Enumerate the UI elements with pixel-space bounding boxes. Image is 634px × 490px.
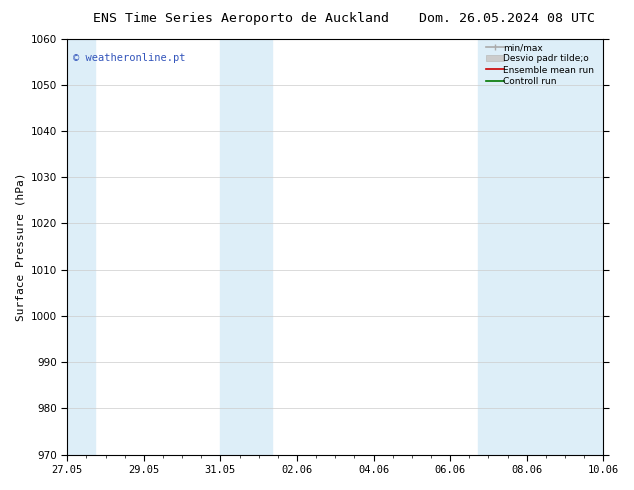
- Text: Dom. 26.05.2024 08 UTC: Dom. 26.05.2024 08 UTC: [419, 12, 595, 25]
- Text: © weatheronline.pt: © weatheronline.pt: [72, 53, 185, 63]
- Bar: [478, 39, 604, 455]
- Bar: [221, 39, 272, 455]
- Text: ENS Time Series Aeroporto de Auckland: ENS Time Series Aeroporto de Auckland: [93, 12, 389, 25]
- Y-axis label: Surface Pressure (hPa): Surface Pressure (hPa): [15, 172, 25, 321]
- Bar: [67, 39, 95, 455]
- Legend: min/max, Desvio padr tilde;o, Ensemble mean run, Controll run: min/max, Desvio padr tilde;o, Ensemble m…: [484, 41, 600, 88]
